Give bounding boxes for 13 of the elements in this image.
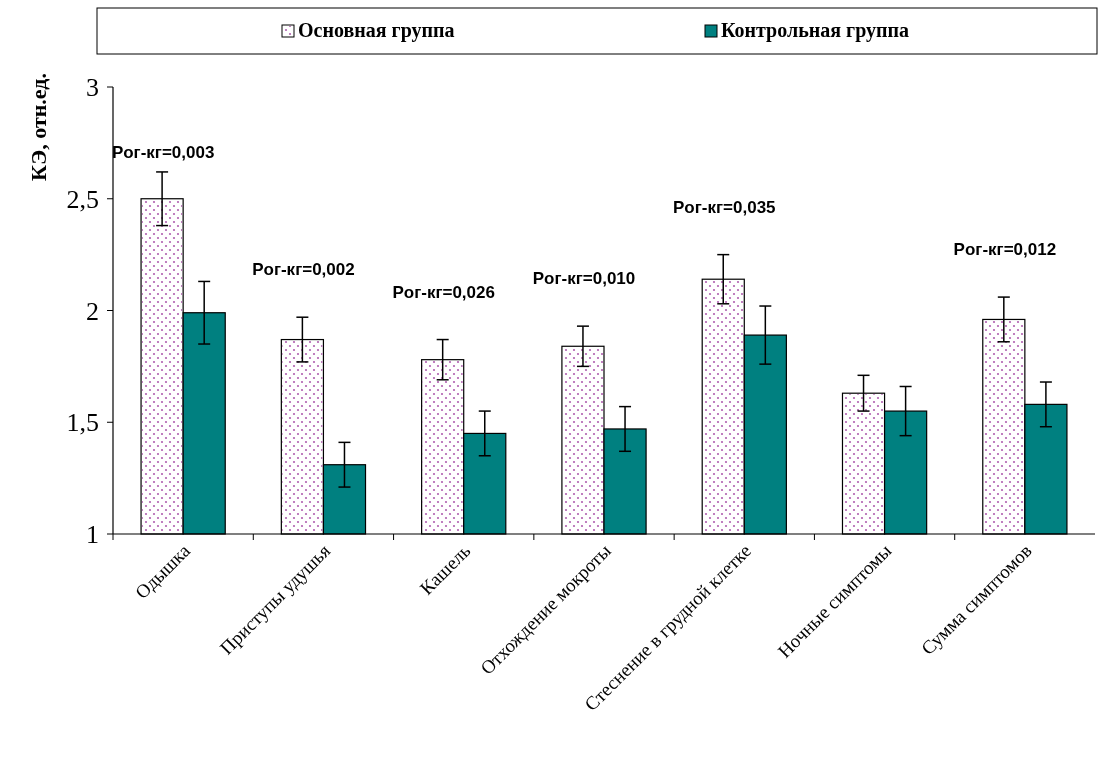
annotation: Pог-кг=0,002 <box>252 260 355 280</box>
annotation: Pог-кг=0,010 <box>532 269 636 289</box>
y-tick-label: 1,5 <box>66 408 99 438</box>
y-tick-label: 1 <box>86 520 99 550</box>
legend-label: Основная группа <box>298 19 455 42</box>
legend-label: Контрольная группа <box>721 19 910 42</box>
y-tick-label: 3 <box>86 73 99 103</box>
y-axis-title: КЭ, отн.ед. <box>26 73 51 181</box>
y-tick-label: 2,5 <box>66 184 99 214</box>
annotation: Pог-кг=0,035 <box>673 197 776 217</box>
annotation: Pог-кг=0,026 <box>392 282 495 302</box>
annotation: Pог-кг=0,012 <box>953 240 1057 260</box>
y-tick-label: 2 <box>86 296 99 326</box>
